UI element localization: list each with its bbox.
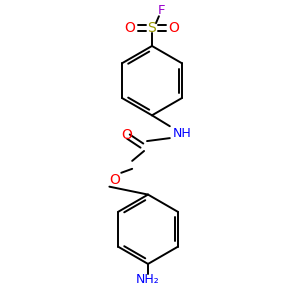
Text: NH₂: NH₂ bbox=[136, 273, 160, 286]
Text: O: O bbox=[168, 21, 179, 35]
Text: NH: NH bbox=[172, 127, 191, 140]
Text: O: O bbox=[125, 21, 136, 35]
Text: S: S bbox=[148, 21, 156, 35]
Text: O: O bbox=[109, 173, 120, 187]
Text: O: O bbox=[121, 128, 132, 142]
Text: F: F bbox=[158, 4, 166, 17]
